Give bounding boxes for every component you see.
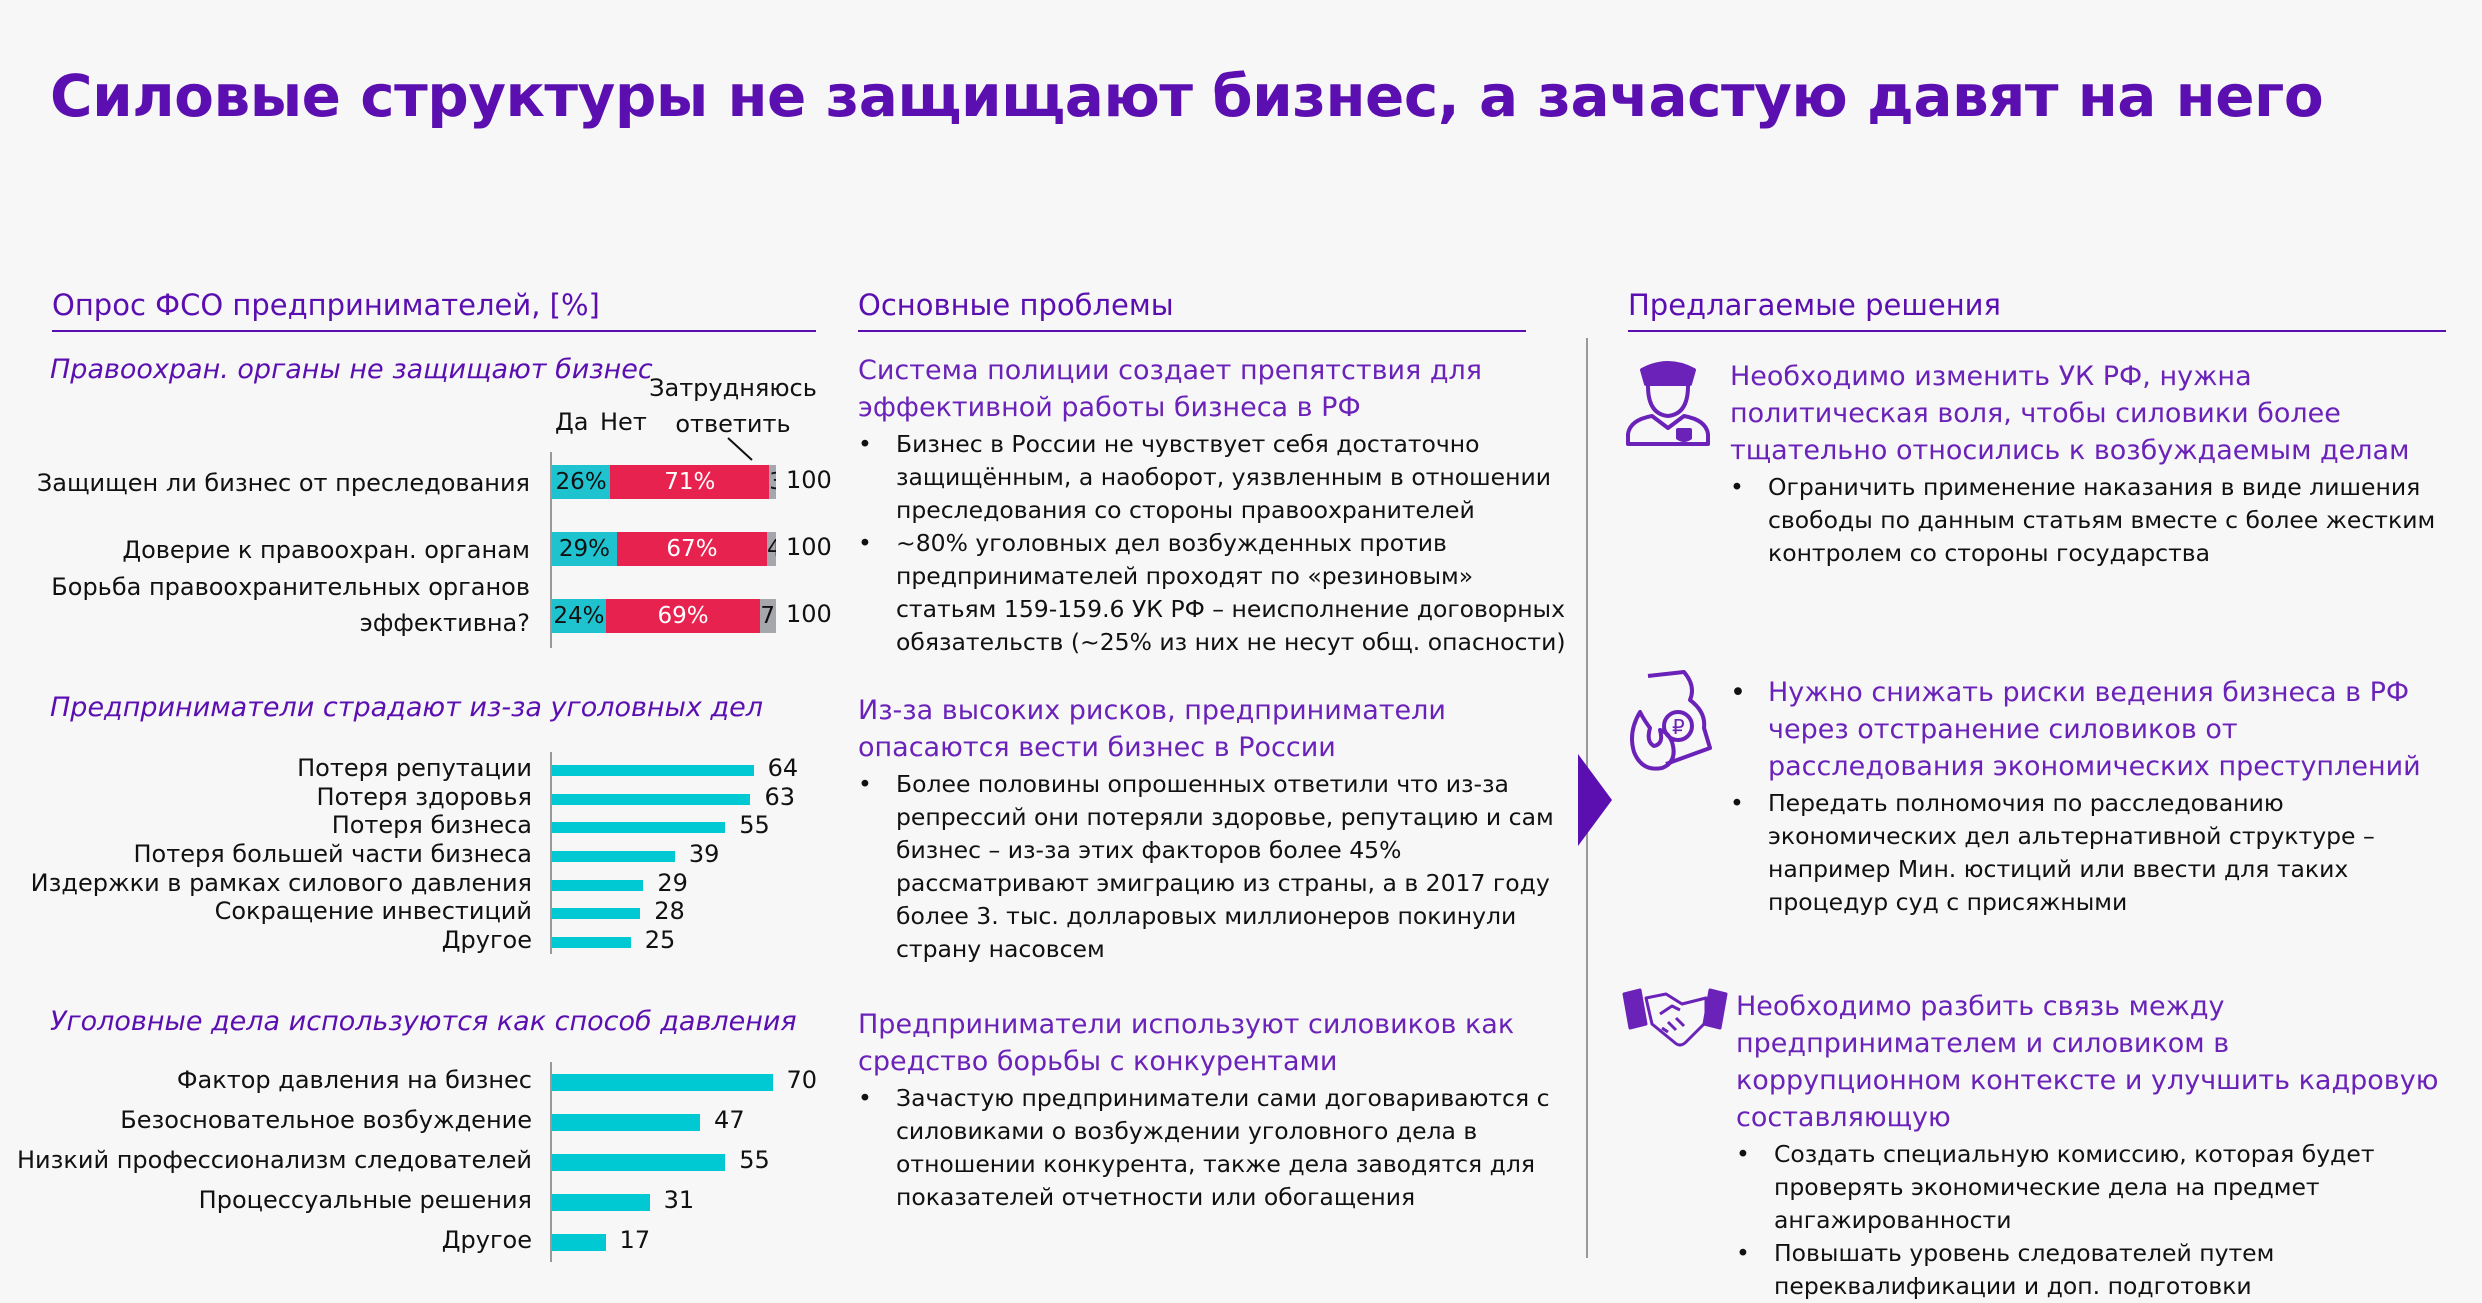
solution-block-3: Необходимо разбить связь между предприни…	[1736, 988, 2456, 1303]
problem-block-2: Из-за высоких рисков, предприниматели оп…	[858, 692, 1578, 966]
category-label: Сокращение инвестиций	[214, 897, 532, 925]
bar	[552, 821, 726, 833]
stacked-segment: 67%	[616, 532, 768, 566]
category-label: Низкий профессионализм следователей	[16, 1146, 532, 1174]
burning-document-icon: ₽	[1630, 670, 1712, 771]
solution-bullet: Повышать уровень следователей путем пере…	[1736, 1237, 2456, 1303]
value-label: 70	[786, 1066, 818, 1094]
solution-bullet: Ограничить применение наказания в виде л…	[1730, 471, 2450, 570]
bar	[552, 1193, 650, 1211]
value-label: 64	[767, 754, 799, 782]
page-title: Силовые структуры не защищают бизнес, а …	[50, 62, 2324, 130]
category-label: Потеря здоровья	[316, 783, 532, 811]
solution-bullet: Передать полномочия по расследованию эко…	[1730, 787, 2450, 919]
stacked-bar-row: 29%67%4%	[552, 532, 776, 566]
legend-unsure: Затрудняюсь ответить	[649, 374, 817, 438]
solution-heading: Необходимо разбить связь между предприни…	[1736, 991, 2439, 1133]
problem-bullet: ~80% уголовных дел возбужденных против п…	[858, 527, 1578, 659]
problem-heading: Из-за высоких рисков, предприниматели оп…	[858, 695, 1446, 763]
value-label: 55	[739, 811, 770, 839]
chart2-axis	[550, 752, 552, 954]
stacked-segment: 69%	[605, 599, 761, 633]
problem-bullet: Бизнес в России не чувствует себя достат…	[858, 428, 1578, 527]
legend-no: Нет	[600, 408, 647, 436]
value-label: 17	[619, 1226, 651, 1254]
category-label: Потеря бизнеса	[331, 811, 532, 839]
total-label: 100	[786, 466, 832, 494]
bar	[552, 1233, 606, 1251]
legend-yes: Да	[555, 408, 589, 436]
category-label: Потеря большей части бизнеса	[133, 840, 532, 868]
bar	[552, 793, 751, 805]
solution-heading: Необходимо изменить УК РФ, нужна политич…	[1730, 361, 2410, 466]
category-label: Процессуальные решения	[198, 1186, 532, 1214]
survey-column-header: Опрос ФСО предпринимателей, [%]	[52, 288, 816, 332]
category-label: Защищен ли бизнес от преследования	[36, 469, 530, 497]
police-officer-icon	[1626, 361, 1710, 446]
stacked-segment: 71%	[610, 465, 770, 499]
handshake-money-icon	[1622, 988, 1728, 1047]
solutions-column-header: Предлагаемые решения	[1628, 288, 2446, 332]
category-label: Другое	[441, 1226, 532, 1254]
category-label: Борьба правоохранительных органов эффект…	[51, 573, 530, 637]
chart2-subtitle: Предприниматели страдают из-за уголовных…	[50, 692, 763, 723]
category-label: Издержки в рамках силового давления	[30, 869, 532, 897]
stacked-bar-row: 24%69%7%	[552, 599, 776, 633]
chart1-subtitle: Правоохран. органы не защищают бизнес	[50, 354, 653, 385]
chart3-axis	[550, 1062, 552, 1262]
value-label: 25	[644, 926, 676, 954]
total-label: 100	[786, 600, 832, 628]
bar	[552, 1073, 773, 1091]
bar	[552, 936, 631, 948]
problem-heading: Система полиции создает препятствия для …	[858, 355, 1483, 423]
category-label: Другое	[441, 926, 532, 954]
stacked-segment: 3%	[769, 465, 776, 499]
category-label: Фактор давления на бизнес	[176, 1066, 532, 1094]
problem-bullet: Более половины опрошенных ответили что и…	[858, 768, 1578, 966]
bar	[552, 907, 641, 919]
bar	[552, 1113, 701, 1131]
stacked-segment: 7%	[760, 599, 776, 633]
stacked-segment: 29%	[552, 532, 617, 566]
stacked-bar-row: 26%71%3%	[552, 465, 776, 499]
legend-pointer-line	[727, 437, 753, 461]
bar	[552, 764, 754, 776]
category-label: Безосновательное возбуждение	[120, 1106, 532, 1134]
problem-bullet: Зачастую предприниматели сами договарива…	[858, 1082, 1578, 1214]
bar	[552, 850, 675, 862]
chart1-axis	[550, 452, 552, 648]
solution-bullet: Создать специальную комиссию, которая бу…	[1736, 1138, 2456, 1237]
chart3-subtitle: Уголовные дела используются как способ д…	[50, 1006, 797, 1037]
solution-block-2: Нужно снижать риски ведения бизнеса в РФ…	[1730, 674, 2450, 919]
solution-block-1: Необходимо изменить УК РФ, нужна политич…	[1730, 358, 2450, 570]
category-label: Потеря репутации	[297, 754, 532, 782]
bar	[552, 1153, 726, 1171]
stacked-segment: 24%	[552, 599, 606, 633]
stacked-segment: 4%	[767, 532, 776, 566]
problem-heading: Предприниматели используют силовиков как…	[858, 1009, 1515, 1077]
category-label: Доверие к правоохран. органам	[122, 536, 530, 564]
total-label: 100	[786, 533, 832, 561]
problem-block-3: Предприниматели используют силовиков как…	[858, 1006, 1578, 1214]
problem-block-1: Система полиции создает препятствия для …	[858, 352, 1578, 659]
svg-text:₽: ₽	[1672, 715, 1685, 739]
stacked-segment: 26%	[552, 465, 611, 499]
arrow-right-icon	[1578, 754, 1612, 846]
problems-column-header: Основные проблемы	[858, 288, 1526, 332]
value-label: 31	[663, 1186, 695, 1214]
value-label: 39	[688, 840, 720, 868]
solution-heading: Нужно снижать риски ведения бизнеса в РФ…	[1730, 674, 2450, 785]
bar	[552, 879, 644, 891]
value-label: 28	[654, 897, 685, 925]
value-label: 29	[657, 869, 688, 897]
value-label: 47	[714, 1106, 745, 1134]
value-label: 55	[739, 1146, 770, 1174]
value-label: 63	[764, 783, 795, 811]
